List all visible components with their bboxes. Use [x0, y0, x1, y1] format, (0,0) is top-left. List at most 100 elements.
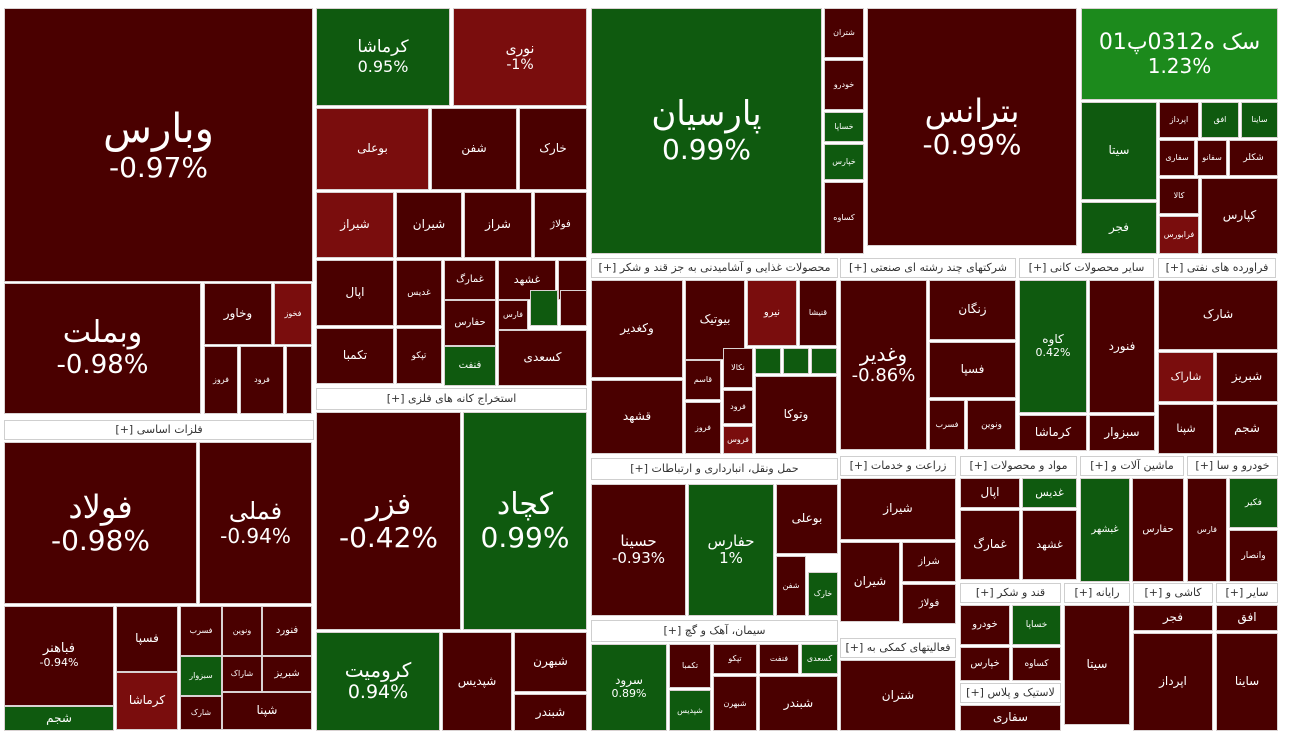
treemap-cell[interactable]: وخاور — [204, 283, 272, 345]
treemap-cell[interactable]: فرابورس — [1159, 216, 1199, 254]
treemap-tile[interactable]: کرماشا 0.95% — [316, 8, 450, 106]
sector-header[interactable]: محصولات غذایی و آشامیدنی به جز قند و شکر… — [591, 258, 838, 278]
treemap-cell[interactable]: خارک — [808, 572, 838, 616]
treemap-cell[interactable]: وتوکا — [755, 376, 837, 454]
treemap-tile[interactable]: نوری -1% — [453, 8, 587, 106]
treemap-cell[interactable]: خساپا — [824, 112, 864, 142]
sector-header[interactable]: فلزات اساسی [+] — [4, 420, 314, 440]
treemap-cell[interactable]: بیوتیک — [685, 280, 745, 360]
treemap-cell[interactable]: قنیشا — [799, 280, 837, 346]
treemap-cell[interactable]: فنورد — [262, 606, 312, 656]
treemap-cell[interactable]: افق — [1216, 605, 1278, 631]
treemap-cell[interactable]: شپنا — [222, 692, 312, 730]
treemap-cell[interactable]: غبشهر — [1080, 478, 1130, 582]
treemap-cell[interactable]: شپنا — [1158, 404, 1214, 454]
treemap-cell[interactable]: تکمبا — [669, 644, 711, 688]
treemap-cell[interactable]: شبندر — [759, 676, 838, 731]
treemap-cell[interactable]: فنورد — [1089, 280, 1155, 413]
treemap-cell[interactable]: شبندر — [514, 694, 587, 731]
treemap-cell[interactable] — [560, 290, 587, 326]
treemap-cell[interactable]: فسپا — [929, 342, 1016, 398]
treemap-cell[interactable]: شارک — [1158, 280, 1278, 350]
treemap-cell[interactable]: حفارس — [1132, 478, 1184, 582]
treemap-cell[interactable]: اپال — [960, 478, 1020, 508]
treemap-cell[interactable]: فسپا — [116, 606, 178, 672]
treemap-cell[interactable]: فولاژ — [902, 584, 956, 624]
treemap-cell[interactable]: کساوه — [824, 182, 864, 254]
treemap-cell[interactable]: کپارس — [1201, 178, 1278, 254]
sector-header[interactable]: استخراج کانه های فلزی [+] — [316, 388, 587, 410]
treemap-cell[interactable]: اپرداز — [1133, 633, 1213, 731]
sector-header[interactable]: سایر [+] — [1216, 583, 1278, 603]
treemap-cell[interactable]: سیتا — [1064, 605, 1130, 725]
sector-header[interactable]: فراورده های نفتی [+] — [1158, 258, 1276, 278]
treemap-cell[interactable]: سیتا — [1081, 102, 1157, 200]
treemap-cell[interactable]: قاسم — [685, 360, 721, 400]
treemap-tile[interactable]: فولاد -0.98% — [4, 442, 197, 604]
treemap-tile[interactable]: فباهنر -0.94% — [4, 606, 114, 706]
treemap-tile[interactable]: وبارس -0.97% — [4, 8, 313, 282]
treemap-cell[interactable]: فنفت — [444, 346, 496, 386]
treemap-cell[interactable]: بوعلی — [316, 108, 429, 190]
treemap-cell[interactable]: وانصار — [1229, 530, 1278, 582]
treemap-cell[interactable]: شتران — [840, 660, 956, 731]
treemap-cell[interactable]: شکلر — [1229, 140, 1278, 176]
treemap-cell[interactable]: شاراک — [1158, 352, 1214, 402]
treemap-tile[interactable]: کرومیت 0.94% — [316, 632, 440, 731]
treemap-cell[interactable]: شیراز — [840, 478, 956, 540]
treemap-cell[interactable]: فجر — [1081, 202, 1157, 254]
treemap-cell[interactable]: وکغدیر — [591, 280, 683, 378]
treemap-cell[interactable]: ونوین — [967, 400, 1016, 450]
treemap-cell[interactable]: فسرب — [929, 400, 965, 450]
treemap-cell[interactable]: شبهرن — [514, 632, 587, 692]
treemap-cell[interactable]: فروز — [685, 402, 721, 454]
treemap-cell[interactable]: شراز — [464, 192, 532, 258]
treemap-cell[interactable]: کرماشا — [116, 672, 178, 730]
treemap-tile[interactable]: وبملت -0.98% — [4, 283, 201, 414]
treemap-cell[interactable]: سبزوار — [180, 656, 222, 696]
treemap-cell[interactable]: افق — [1201, 102, 1239, 138]
treemap-cell[interactable]: اپرداز — [1159, 102, 1199, 138]
treemap-cell[interactable]: غشهد — [1022, 510, 1077, 580]
treemap-cell[interactable]: فرود — [723, 390, 753, 424]
treemap-cell[interactable]: تپکو — [396, 328, 442, 384]
treemap-cell[interactable]: شیران — [840, 542, 900, 622]
treemap-cell[interactable]: خپارس — [824, 144, 864, 180]
treemap-tile[interactable]: سرود 0.89% — [591, 644, 667, 731]
treemap-cell[interactable]: فولاژ — [534, 192, 587, 258]
treemap-cell[interactable]: فسرب — [180, 606, 222, 656]
treemap-cell[interactable]: تکمبا — [316, 328, 394, 384]
treemap-cell[interactable]: غمارگ — [960, 510, 1020, 580]
treemap-tile[interactable]: وغدیر -0.86% — [840, 280, 927, 450]
treemap-tile[interactable]: سک ه0312پ01 1.23% — [1081, 8, 1278, 100]
treemap-cell[interactable]: فروس — [723, 426, 753, 454]
treemap-cell[interactable]: فرود — [240, 346, 284, 414]
treemap-cell[interactable]: شراز — [902, 542, 956, 582]
treemap-cell[interactable]: خپارس — [960, 647, 1010, 681]
treemap-cell[interactable]: کسعدی — [498, 330, 587, 386]
sector-header[interactable]: زراعت و خدمات [+] — [840, 456, 956, 476]
treemap-cell[interactable]: شپدیس — [442, 632, 512, 731]
treemap-cell[interactable]: تپکو — [713, 644, 757, 674]
treemap-cell[interactable]: فارس — [498, 300, 528, 330]
treemap-cell[interactable]: شجم — [1216, 404, 1278, 454]
treemap-cell[interactable]: اپال — [316, 260, 394, 326]
treemap-cell[interactable]: خساپا — [1012, 605, 1061, 645]
treemap-cell[interactable]: فنفت — [759, 644, 799, 674]
treemap-cell[interactable]: سفاری — [960, 705, 1061, 731]
treemap-cell[interactable]: زنگان — [929, 280, 1016, 340]
treemap-cell[interactable]: غدیس — [1022, 478, 1077, 508]
treemap-cell[interactable]: فجر — [1133, 605, 1213, 631]
treemap-cell[interactable]: قشهد — [591, 380, 683, 454]
treemap-cell[interactable]: بوعلی — [776, 484, 838, 554]
treemap-tile[interactable]: فملی -0.94% — [199, 442, 312, 604]
treemap-cell[interactable]: شبریز — [262, 656, 312, 692]
treemap-cell[interactable]: شبهرن — [713, 676, 757, 731]
treemap-cell[interactable]: غدیس — [396, 260, 442, 326]
treemap-cell[interactable]: کسعدی — [801, 644, 838, 674]
treemap-cell[interactable]: کرماشا — [1019, 415, 1087, 451]
sector-header[interactable]: سایر محصولات کانی [+] — [1019, 258, 1154, 278]
treemap-cell[interactable]: شبریز — [1216, 352, 1278, 402]
treemap-cell[interactable]: شتران — [824, 8, 864, 58]
treemap-cell[interactable]: سفاری — [1159, 140, 1195, 176]
